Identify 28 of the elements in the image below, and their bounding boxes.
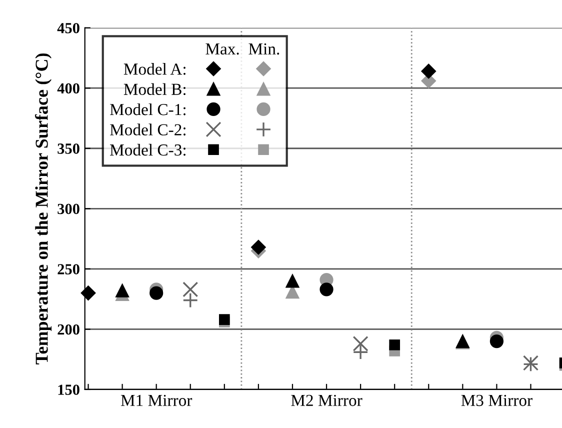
- legend-label: Model C-1:: [110, 103, 186, 116]
- point: [251, 240, 266, 255]
- legend-label: Model A:: [124, 63, 186, 75]
- point: [218, 314, 230, 325]
- point: [150, 286, 164, 300]
- y-tick-label: 250: [58, 264, 80, 274]
- point: [421, 64, 436, 79]
- legend-label: Model C-3:: [110, 144, 186, 156]
- x-tick-label: M1 Mirror: [120, 394, 192, 406]
- point: [182, 292, 198, 308]
- point: [490, 334, 504, 348]
- legend-label: Model B:: [124, 83, 186, 96]
- point: [286, 274, 300, 288]
- legend-title: Max. Min.: [206, 43, 280, 55]
- y-tick-label: 350: [58, 144, 80, 154]
- point: [182, 282, 198, 298]
- x-tick-label: M2 Mirror: [291, 394, 362, 406]
- y-axis-title: Temperature on the Mirror Surface (°C): [34, 53, 52, 364]
- y-tick-label: 400: [57, 83, 80, 94]
- y-tick-label: 150: [58, 384, 80, 395]
- y-tick-label: 200: [58, 324, 80, 335]
- point: [115, 284, 130, 298]
- x-tick-label: M3 Mirror: [461, 394, 532, 406]
- point: [389, 339, 400, 350]
- point: [320, 282, 334, 296]
- y-tick-label: 450: [57, 22, 80, 34]
- legend-label: Model C-2:: [110, 124, 186, 136]
- y-tick-label: 300: [58, 204, 80, 214]
